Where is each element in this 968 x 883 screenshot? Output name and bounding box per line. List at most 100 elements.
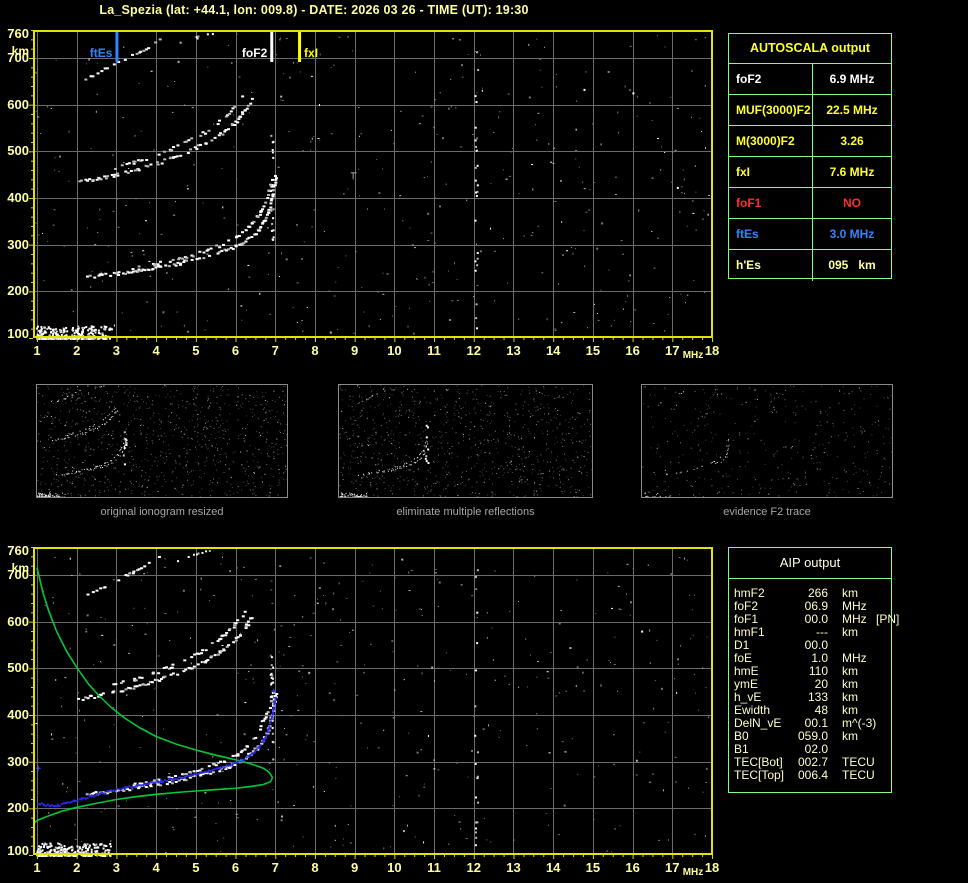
- aip-note: [872, 691, 891, 704]
- aip-table: AIP output hmF2 266 km foF2 06.9 MHz foF1 00.0 M…: [728, 547, 899, 793]
- aip-unit: km: [842, 690, 858, 704]
- autoscala-table-body: foF2 6.9 MHz MUF(3000)F2 22.5 MHz M(3000)F2 3…: [729, 64, 891, 281]
- aip-label: foE: [734, 651, 753, 665]
- y-tick-label: 600: [7, 96, 29, 112]
- aip-row: hmF2 266 km: [734, 587, 891, 600]
- x-tick-label: 6: [231, 860, 240, 875]
- y-tick-label: 100: [7, 843, 29, 858]
- x-tick-label: 3: [112, 343, 121, 358]
- x-tick-label: 11: [427, 343, 441, 358]
- aip-row: TEC[Bot] 002.7 TECU: [734, 756, 891, 769]
- autoscala-row-label: foF2: [729, 64, 813, 94]
- y-axis-unit-label: km: [11, 561, 29, 575]
- autoscala-row: h'Es 095 km: [729, 250, 891, 281]
- x-tick-label: 8: [311, 343, 319, 358]
- aip-unit: km: [842, 729, 858, 743]
- aip-note: [872, 626, 891, 639]
- aip-unit: MHz: [842, 599, 867, 613]
- x-axis-unit-label: MHz: [682, 867, 704, 878]
- aip-value: 266: [807, 586, 828, 600]
- x-tick-label: 17: [665, 860, 680, 875]
- aip-value: 20: [814, 677, 828, 691]
- x-tick-label: 2: [73, 343, 81, 358]
- aip-value: ---: [816, 625, 828, 639]
- x-tick-label: 18: [704, 860, 720, 875]
- x-tick-label: 5: [192, 860, 200, 875]
- x-axis-unit-label: MHz: [682, 350, 704, 361]
- aip-value: 059.0: [797, 729, 828, 743]
- aip-note: [872, 756, 891, 769]
- y-axis-unit-label: km: [11, 44, 29, 58]
- aip-note: [872, 769, 891, 782]
- aip-note: [872, 587, 891, 600]
- aip-label: h_vE: [734, 690, 762, 704]
- autoscala-row: fxI 7.6 MHz: [729, 157, 891, 188]
- aip-value: 00.1: [804, 716, 828, 730]
- x-tick-label: 1: [33, 343, 41, 358]
- aip-row: foE 1.0 MHz: [734, 652, 891, 665]
- autoscala-row-value: 3.0 MHz: [829, 227, 875, 241]
- aip-label: B0: [734, 729, 749, 743]
- aip-unit: km: [842, 677, 858, 691]
- x-tick-label: 2: [73, 860, 81, 875]
- autoscala-row: ftEs 3.0 MHz: [729, 219, 891, 250]
- aip-row: ymE 20 km: [734, 678, 891, 691]
- x-tick-label: 7: [271, 860, 279, 875]
- aip-label: D1: [734, 638, 750, 652]
- autoscala-row-label: MUF(3000)F2: [729, 95, 813, 125]
- x-tick-label: 18: [704, 343, 720, 358]
- aip-value: 133: [807, 690, 828, 704]
- autoscala-row-value: 3.26: [840, 134, 864, 148]
- aip-row: Ewidth 48 km: [734, 704, 891, 717]
- x-tick-label: 15: [585, 860, 601, 875]
- aip-unit: TECU: [842, 768, 875, 782]
- aip-row: foF1 00.0 MHz [PN]: [734, 613, 899, 626]
- x-tick-label: 17: [665, 343, 680, 358]
- aip-label: hmF2: [734, 586, 765, 600]
- aip-note: [872, 665, 891, 678]
- y-tick-label: 700: [7, 50, 29, 65]
- autoscala-row: foF2 6.9 MHz: [729, 64, 891, 95]
- autoscala-row-label: h'Es: [729, 250, 813, 281]
- y-tick-label: 500: [7, 660, 29, 676]
- aip-label: hmF1: [734, 625, 765, 639]
- autoscala-row: foF1 NO: [729, 188, 891, 219]
- x-tick-label: 6: [231, 343, 240, 358]
- thumb-caption-evidence: evidence F2 trace: [723, 506, 811, 518]
- aip-unit: MHz: [842, 651, 867, 665]
- thumb-original-canvas: [37, 385, 287, 497]
- thumb-eliminate-multiples: [338, 384, 593, 498]
- aip-row: B1 02.0: [734, 743, 891, 756]
- aip-unit: km: [842, 625, 858, 639]
- aip-note: [872, 730, 891, 743]
- aip-unit: m^(-3): [842, 716, 877, 730]
- y-tick-label: 100: [7, 326, 29, 341]
- y-tick-label: 400: [7, 190, 29, 205]
- marker-label-ftEs: ftEs: [89, 46, 113, 60]
- aip-row: h_vE 133 km: [734, 691, 891, 704]
- x-tick-label: 3: [112, 860, 121, 875]
- profile-ionogram-canvas: [29, 547, 718, 861]
- aip-value: 1.0: [811, 651, 828, 665]
- thumb-caption-original: original ionogram resized: [100, 506, 224, 518]
- x-tick-label: 9: [351, 860, 359, 875]
- thumb-evidence-canvas: [642, 385, 892, 497]
- x-tick-label: 15: [585, 343, 601, 358]
- autoscala-table: AUTOSCALA output foF2 6.9 MHz MUF(3000)F2 2…: [728, 33, 892, 281]
- y-tick-label: 300: [7, 236, 29, 252]
- aip-label: DelN_vE: [734, 716, 782, 730]
- aip-unit: km: [842, 586, 858, 600]
- y-tick-label: 200: [7, 800, 29, 816]
- aip-value: 48: [814, 703, 828, 717]
- y-tick-label: 300: [7, 753, 29, 769]
- thumb-original-ionogram: [36, 384, 288, 498]
- x-tick-label: 4: [152, 343, 160, 358]
- aip-value: 006.4: [797, 768, 828, 782]
- marker-label-fxI: fxI: [304, 46, 319, 60]
- aip-value: 110: [808, 664, 828, 678]
- aip-label: hmE: [734, 664, 759, 678]
- y-tick-label: 760: [7, 26, 29, 41]
- x-tick-label: 8: [311, 860, 319, 875]
- thumb-evidence-f2: [641, 384, 893, 498]
